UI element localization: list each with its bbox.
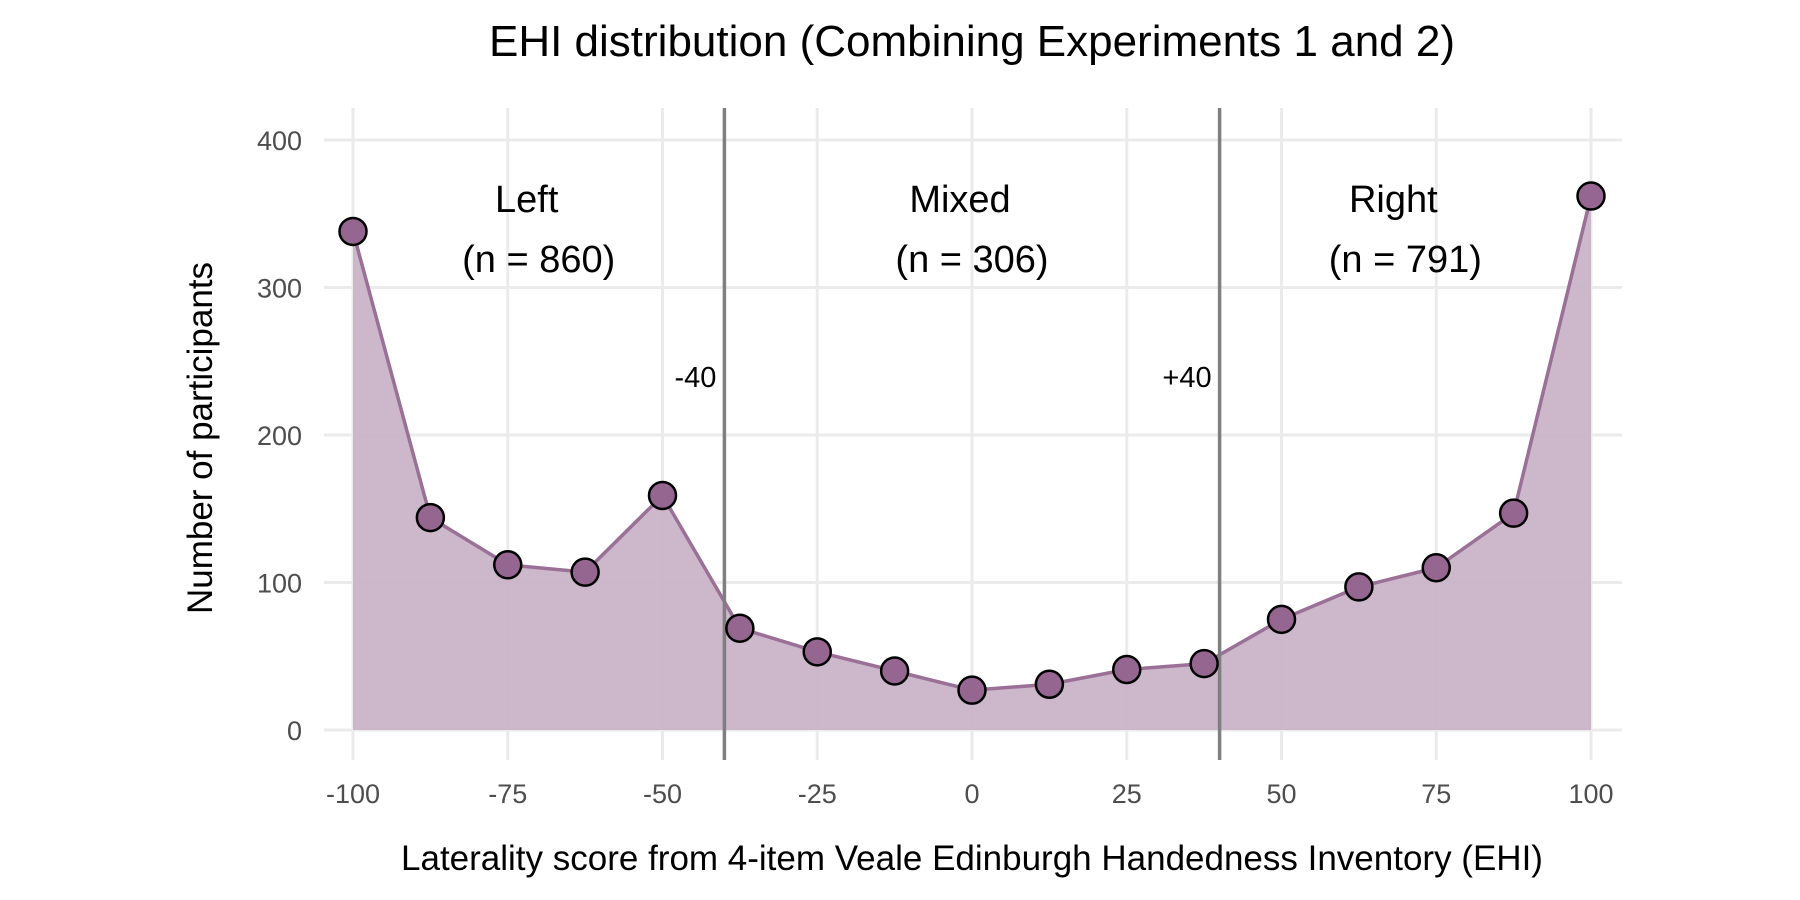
data-point	[1421, 553, 1451, 583]
region-count: (n = 306)	[895, 239, 1048, 281]
x-tick-label: 0	[964, 779, 979, 809]
cutoff-label: -40	[674, 362, 716, 394]
area-fill	[353, 196, 1591, 731]
data-point	[879, 656, 910, 686]
x-tick-label: -100	[326, 779, 380, 809]
x-tick-label: -25	[798, 779, 837, 809]
y-tick-label: 300	[257, 274, 302, 304]
region-name: Mixed	[909, 179, 1010, 221]
x-tick-label: -75	[488, 779, 527, 809]
cutoff-label: +40	[1162, 362, 1211, 394]
data-points	[338, 181, 1606, 705]
data-point	[1498, 498, 1529, 528]
cutoffs: -40 +40	[674, 108, 1222, 760]
data-point	[1112, 654, 1142, 685]
x-tick-label: 50	[1266, 779, 1296, 809]
data-point	[415, 502, 446, 533]
regions: Left (n = 860) Mixed (n = 306) Right (n = 791…	[462, 179, 1482, 281]
y-tick-label: 100	[257, 569, 302, 599]
data-point	[725, 613, 755, 643]
data-point	[570, 557, 600, 587]
data-point	[338, 216, 368, 247]
region-count: (n = 860)	[462, 239, 615, 281]
y-tick-label: 0	[287, 716, 302, 746]
region-name: Left	[495, 179, 559, 221]
x-axis-title: Laterality score from 4-item Veale Edinb…	[401, 839, 1543, 878]
data-point	[647, 480, 678, 511]
data-point	[1189, 648, 1219, 679]
data-point	[1034, 669, 1065, 700]
region-name: Right	[1349, 179, 1438, 221]
data-point	[957, 675, 987, 705]
x-tick-label: 25	[1112, 779, 1142, 809]
y-tick-label: 400	[257, 126, 302, 156]
ticks: -100 -75 -50 -25 0 25 50 75 100 0 100 200 300 400	[257, 126, 1614, 809]
region-count: (n = 791)	[1329, 239, 1482, 281]
y-axis-title: Number of participants	[181, 262, 220, 614]
data-point	[1344, 572, 1374, 602]
chart-title: EHI distribution (Combining Experiments …	[489, 17, 1455, 66]
data-point	[802, 637, 832, 667]
y-tick-label: 200	[257, 421, 302, 451]
x-tick-label: 75	[1421, 779, 1451, 809]
x-tick-label: 100	[1568, 779, 1613, 809]
data-point	[1266, 604, 1297, 635]
data-point	[1576, 181, 1606, 211]
x-tick-label: -50	[643, 779, 682, 809]
data-point	[493, 550, 523, 580]
